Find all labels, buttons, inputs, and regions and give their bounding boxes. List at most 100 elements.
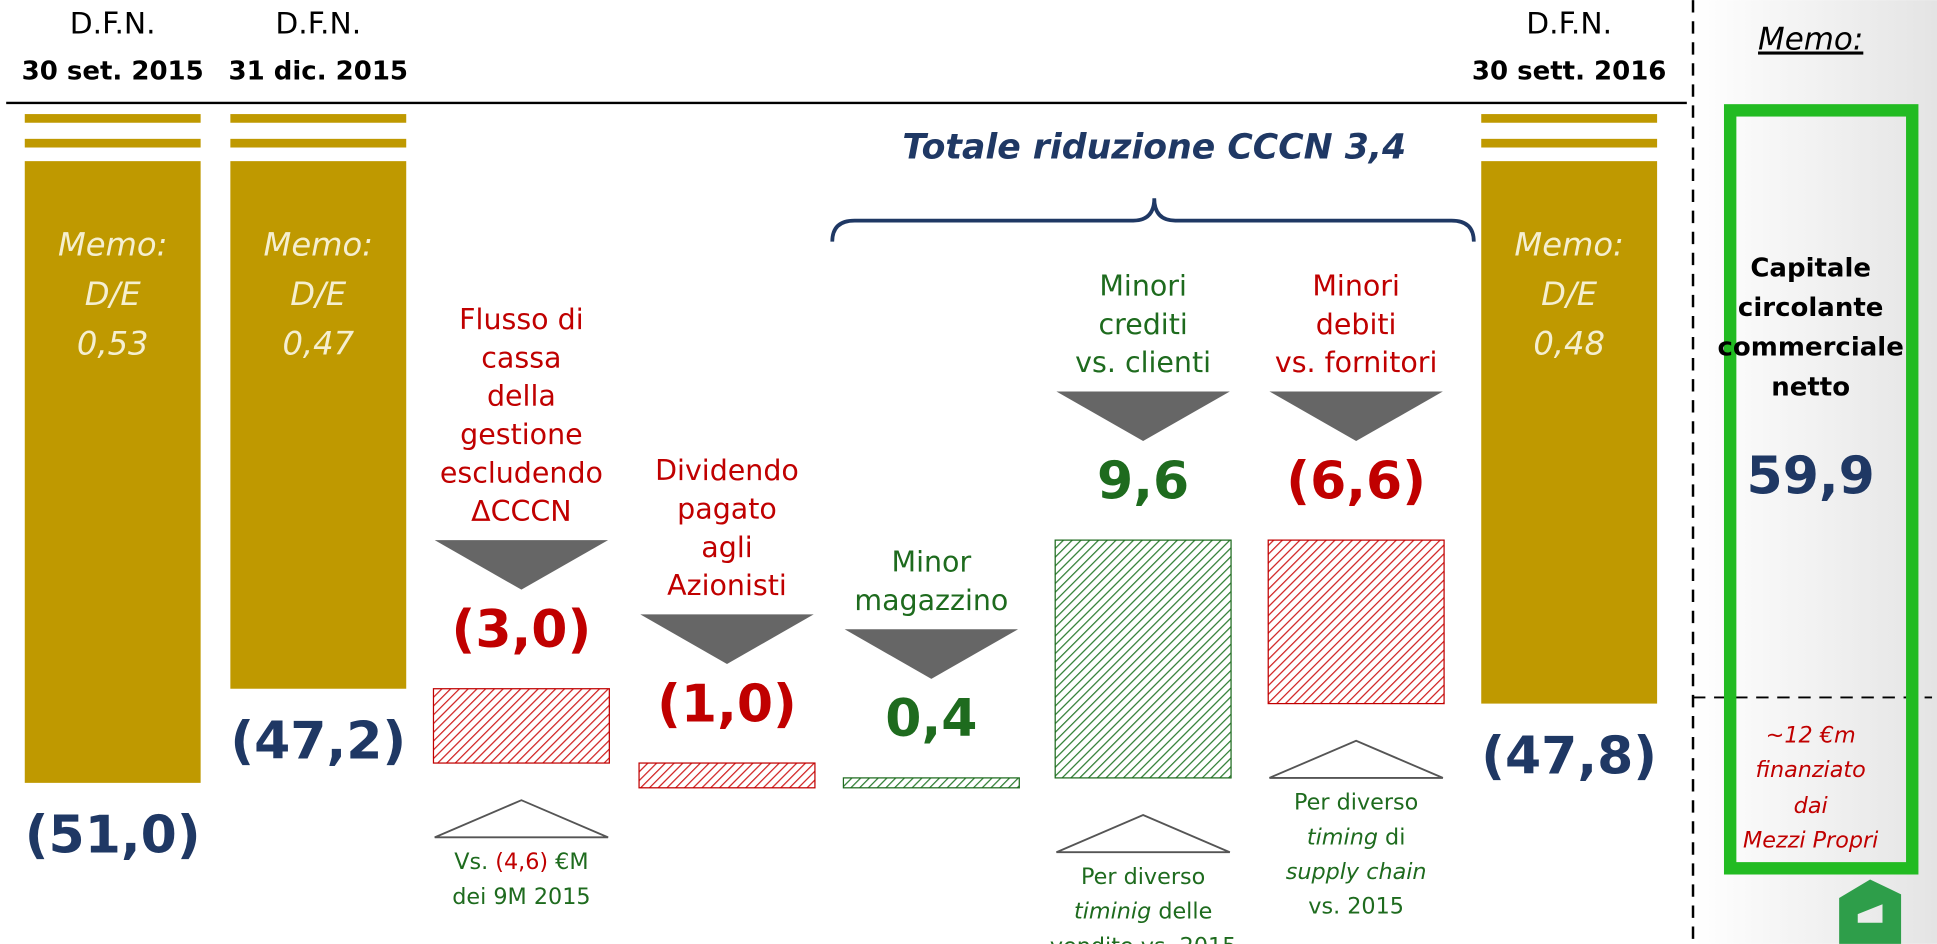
axis-break (1481, 114, 1658, 123)
axis-break (230, 114, 407, 123)
memo-title: Memo: (1758, 22, 1863, 58)
bar-note: 0,48 (1533, 325, 1605, 363)
memo-label: Capitale (1750, 253, 1871, 283)
footnote: Per diverso (1081, 863, 1205, 889)
memo-label: commerciale (1718, 333, 1904, 363)
category-label: vs. clienti (1075, 346, 1211, 379)
bar (24, 161, 201, 783)
bracket-label: Totale riduzione CCCN 3,4 (902, 128, 1406, 168)
value-label: (51,0) (25, 806, 201, 866)
bar-note: 0,53 (77, 325, 149, 363)
footnote: supply chain (1286, 859, 1427, 885)
bar (1054, 539, 1232, 779)
axis-break (1481, 138, 1658, 148)
arrow-down (844, 629, 1019, 679)
category-label: Dividendo (655, 454, 799, 487)
arrow-down (1269, 391, 1443, 442)
bar-note: Memo: (1514, 226, 1623, 264)
memo-box (1723, 104, 1919, 875)
footnote: vendite vs. 2015 (1050, 933, 1237, 944)
bar-note: 0,47 (282, 325, 354, 363)
footnote-part: timinig (1074, 898, 1151, 924)
bracket (830, 198, 1476, 242)
bar (842, 777, 1020, 789)
footnote-part: (4,6) (495, 849, 548, 875)
footnote: Vs. (4,6) €M (454, 849, 588, 875)
footnote-part: vs. 2015 (1308, 893, 1404, 919)
bar-note: D/E (1541, 275, 1598, 313)
memo-label: circolante (1738, 293, 1883, 323)
category-label: 31 dic. 2015 (229, 56, 408, 86)
memo-note: ~12 €m (1766, 722, 1856, 748)
value-label: (1,0) (657, 674, 797, 734)
value-label: (47,2) (230, 711, 406, 771)
value-label: (47,8) (1481, 726, 1657, 786)
footnote-part: Per diverso (1294, 789, 1418, 815)
arrow-up (1056, 814, 1231, 854)
category-label: pagato (677, 492, 777, 525)
bar (230, 161, 407, 689)
category-label: agli (701, 531, 752, 564)
category-label: Minori (1312, 269, 1400, 302)
arrow-up (434, 799, 609, 839)
axis-break (24, 114, 201, 123)
category-label: vs. fornitori (1275, 346, 1438, 379)
category-label: Flusso di (459, 303, 583, 336)
arrow-down (640, 614, 814, 664)
memo-value: 59,9 (1747, 446, 1875, 506)
footnote-part: dei 9M 2015 (452, 883, 590, 909)
footnote-part: delle (1151, 898, 1212, 924)
category-label: ΔCCCN (471, 495, 571, 528)
category-label: Minor (892, 546, 972, 579)
arrow-down (1056, 391, 1230, 442)
bar (1481, 161, 1658, 704)
bar (1267, 539, 1445, 705)
value-label: (3,0) (452, 600, 592, 660)
footnote-part: di (1378, 824, 1405, 850)
category-label: D.F.N. (70, 6, 156, 41)
bar (432, 688, 610, 764)
footnote-part: supply chain (1286, 859, 1427, 885)
footnote: timing di (1307, 824, 1406, 850)
category-label: debiti (1316, 308, 1397, 341)
bar-note: Memo: (264, 226, 373, 264)
footnote: timinig delle (1074, 898, 1212, 924)
footnote: Per diverso (1294, 789, 1418, 815)
category-label: crediti (1098, 308, 1187, 341)
footnote-part: €M (548, 849, 588, 875)
bar-note: D/E (290, 275, 347, 313)
memo-note: finanziato (1756, 757, 1866, 783)
footnote: vs. 2015 (1308, 893, 1404, 919)
axis-break (24, 138, 201, 148)
category-label: Minori (1099, 269, 1187, 302)
category-label: D.F.N. (275, 6, 361, 41)
footnote-part: Per diverso (1081, 863, 1205, 889)
footnote-part: vendite vs. 2015 (1050, 933, 1237, 944)
memo-note: Mezzi Propri (1743, 828, 1879, 854)
axis-break (230, 138, 407, 148)
category-label: magazzino (854, 584, 1008, 617)
category-label: cassa (481, 341, 561, 374)
memo-note: dai (1794, 793, 1829, 819)
footnote-part: timing (1307, 824, 1378, 850)
category-label: gestione (460, 418, 582, 451)
category-label: della (487, 380, 556, 413)
arrow-up (1269, 739, 1444, 779)
category-label: D.F.N. (1526, 6, 1612, 41)
bar-note: D/E (85, 275, 142, 313)
value-label: 0,4 (885, 689, 977, 749)
footnote: dei 9M 2015 (452, 883, 590, 909)
footnote-part: Vs. (454, 849, 495, 875)
value-label: 9,6 (1097, 451, 1189, 511)
category-label: Azionisti (667, 569, 787, 602)
logo (1839, 879, 1902, 944)
category-label: 30 set. 2015 (22, 56, 204, 86)
bar (638, 762, 816, 789)
category-label: 30 sett. 2016 (1472, 56, 1666, 86)
arrow-down (434, 540, 609, 590)
bar-note: Memo: (58, 226, 167, 264)
value-label: (6,6) (1286, 451, 1426, 511)
memo-label: netto (1771, 372, 1850, 402)
category-label: escludendo (440, 456, 603, 489)
